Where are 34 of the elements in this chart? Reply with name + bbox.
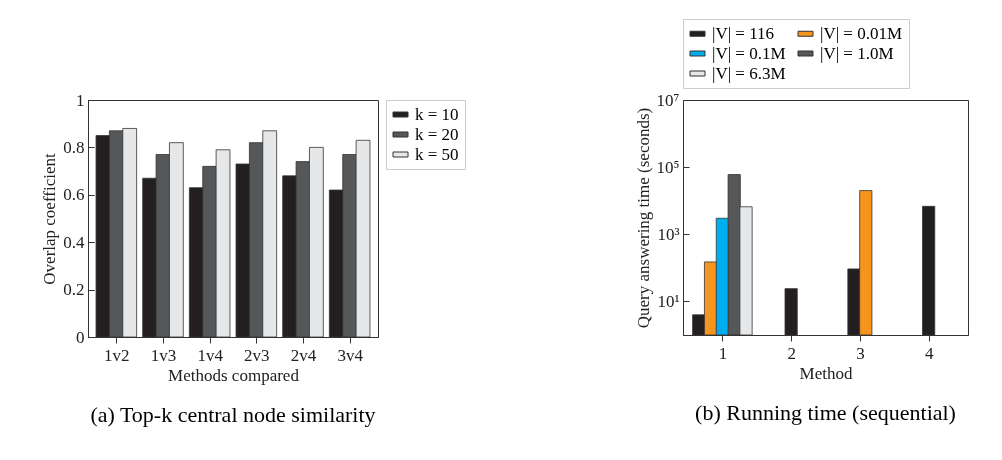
x-tick-label: 4 bbox=[924, 343, 934, 363]
text: (a) Top-k central node similarity bbox=[90, 402, 376, 427]
legend-label: |V| = 0.1M bbox=[712, 43, 786, 63]
y-tick-label: 10³ bbox=[657, 224, 680, 244]
y-axis-title: Query answering time (seconds) bbox=[633, 107, 653, 329]
x-tick-label: 1v3 bbox=[150, 345, 177, 365]
legend-label: |V| = 6.3M bbox=[712, 63, 786, 83]
y-tick-label: 1 bbox=[76, 90, 85, 110]
x-tick-label: 1 bbox=[718, 343, 728, 363]
legend-label: |V| = 116 bbox=[712, 23, 775, 43]
x-tick-label: 2v3 bbox=[244, 345, 270, 365]
legend-label: k = 20 bbox=[415, 124, 459, 144]
y-tick-label: 0.8 bbox=[63, 137, 85, 157]
x-tick-label: 2v4 bbox=[290, 345, 317, 365]
y-tick-label: 0.2 bbox=[63, 280, 85, 300]
x-tick-label: 3v4 bbox=[337, 345, 364, 365]
y-tick-label: 10⁵ bbox=[656, 157, 680, 177]
legend-label: |V| = 1.0M bbox=[820, 43, 894, 63]
x-tick-label: 1v2 bbox=[104, 345, 130, 365]
x-tick-label: 3 bbox=[856, 343, 865, 363]
x-axis-title: Methods compared bbox=[168, 365, 300, 385]
x-tick-label: 1v4 bbox=[197, 345, 224, 365]
y-tick-label: 10⁷ bbox=[656, 90, 680, 110]
y-tick-label: 0 bbox=[76, 327, 85, 347]
y-tick-label: 0.6 bbox=[63, 185, 85, 205]
legend-label: k = 10 bbox=[415, 104, 459, 124]
x-tick-label: 2 bbox=[787, 343, 796, 363]
y-axis-title: Overlap coefficient bbox=[40, 153, 60, 285]
legend-label: |V| = 0.01M bbox=[820, 23, 903, 43]
x-axis-title: Method bbox=[799, 363, 853, 383]
legend-label: k = 50 bbox=[415, 144, 459, 164]
y-tick-label: 0.4 bbox=[63, 232, 85, 252]
y-tick-label: 10¹ bbox=[657, 291, 680, 311]
text: (b) Running time (sequential) bbox=[695, 400, 956, 425]
